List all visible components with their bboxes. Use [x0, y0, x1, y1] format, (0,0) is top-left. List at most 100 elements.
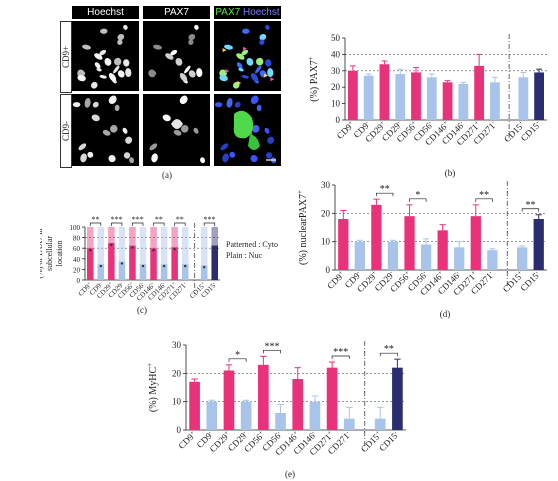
nucleus-mark	[224, 44, 233, 50]
y-tick-label: 20	[331, 82, 341, 92]
significance-label: **	[384, 344, 394, 355]
significance-label: **	[525, 200, 535, 211]
mean-dot	[152, 249, 155, 252]
nucleus-mark	[96, 67, 102, 72]
bar	[171, 247, 178, 280]
nucleus-mark	[241, 75, 249, 79]
legend-entry: Plain : Nuc	[226, 251, 262, 260]
nucleus-mark	[194, 24, 199, 30]
significance-bracket	[89, 222, 102, 226]
nucleus-mark	[151, 153, 158, 163]
significance-bracket	[174, 222, 186, 226]
significance-label: **	[479, 190, 489, 201]
bar	[97, 264, 105, 280]
bar	[309, 401, 321, 430]
nucleus-mark	[259, 33, 267, 41]
nucleus-mark	[87, 151, 94, 158]
nucleus-mark	[148, 69, 156, 78]
nucleus-mark	[129, 157, 135, 164]
nucleus-mark	[241, 49, 249, 56]
nucleus-mark	[114, 104, 120, 112]
bar-cytoplasmic	[211, 227, 218, 246]
arrowhead-mark	[264, 73, 269, 78]
panel-a-microscopy: Hoechst PAX7 PAX7 Hoechst CD9+ CD9-	[60, 6, 281, 176]
significance-bracket	[132, 222, 144, 226]
bar	[420, 244, 432, 270]
nucleus-mark	[117, 33, 125, 41]
bar	[426, 77, 437, 120]
image-cd9pos-pax7	[143, 21, 210, 91]
nucleus-mark	[238, 67, 244, 72]
bar	[490, 82, 500, 120]
nucleus-mark	[259, 39, 265, 45]
bar	[189, 381, 200, 430]
nucleus-mark	[242, 28, 250, 34]
nucleus-mark	[100, 28, 108, 34]
arrowhead-mark	[243, 46, 248, 51]
nucleus-mark	[123, 152, 131, 159]
y-tick-label: 10	[331, 99, 341, 109]
nucleus-mark	[226, 97, 233, 108]
nucleus-mark	[188, 39, 194, 45]
mean-dot	[213, 246, 216, 249]
y-axis-title: (%) PAX7+	[307, 56, 320, 102]
significance-bracket	[203, 222, 216, 226]
nucleus-mark	[265, 59, 272, 67]
bar	[150, 248, 157, 280]
nucleus-mark	[104, 57, 112, 66]
y-tick-label: 20	[321, 208, 331, 218]
nucleus-mark	[236, 53, 245, 60]
nucleus-mark	[229, 151, 236, 158]
bar-cytoplasmic	[108, 227, 115, 243]
image-cd9neg-hoechst	[72, 94, 139, 166]
nucleus-mark	[188, 33, 196, 41]
significance-label: **	[92, 215, 100, 224]
mean-dot	[141, 264, 145, 268]
nucleus-mark	[125, 68, 132, 78]
nucleus-mark	[123, 59, 130, 67]
nucleus-mark	[173, 129, 182, 136]
y-axis-title: (%) nuclearPAX7+	[296, 190, 309, 265]
bar	[374, 418, 386, 430]
significance-label: **	[176, 215, 184, 224]
nucleus-mark	[181, 124, 189, 133]
bar	[387, 241, 399, 270]
bar-cytoplasmic	[171, 227, 178, 248]
y-tick-label: 0	[77, 277, 81, 285]
image-cd9neg-merge	[214, 94, 281, 166]
y-tick-label: 50	[331, 33, 341, 43]
nucleus-mark	[108, 155, 116, 163]
bar	[347, 70, 358, 120]
chart-b-pax7-percent: 01020304050CD9+CD9-CD29+CD29-CD56+CD56-C…	[307, 33, 547, 178]
nucleus-mark	[255, 65, 262, 74]
nucleus-mark	[188, 70, 196, 78]
channel-label-hoechst: Hoechst	[72, 6, 139, 19]
significance-bracket	[376, 192, 394, 197]
nucleus-mark	[72, 102, 81, 108]
nucleus-mark	[113, 57, 122, 66]
nucleus-mark	[265, 152, 273, 159]
nucleus-mark	[193, 127, 199, 134]
bar	[343, 418, 355, 430]
nucleus-mark	[179, 73, 188, 82]
significance-bracket	[409, 198, 427, 202]
significance-bracket	[262, 349, 281, 354]
nucleus-mark	[82, 44, 91, 50]
nucleus-mark	[80, 153, 87, 163]
bar	[442, 82, 453, 120]
nucleus-mark	[123, 24, 128, 30]
bar	[470, 216, 481, 270]
nucleus-mark	[122, 127, 128, 134]
significance-label: ***	[203, 215, 215, 224]
chart-c-subcellular: 020406080100CD9+CD9-CD29+CD29-CD56+CD56-…	[40, 215, 278, 315]
pax7-stain-mark	[248, 134, 260, 150]
mean-dot	[173, 247, 176, 251]
channel-label-merge: PAX7 Hoechst	[214, 6, 281, 19]
nucleus-mark	[219, 74, 228, 82]
nucleus-mark	[252, 124, 260, 133]
arrowhead-mark	[237, 80, 242, 85]
bar-cytoplasmic	[160, 227, 168, 265]
nucleus-mark	[233, 81, 240, 89]
y-axis-title: (%) of PAX7 insubcellularlocation	[40, 228, 64, 278]
